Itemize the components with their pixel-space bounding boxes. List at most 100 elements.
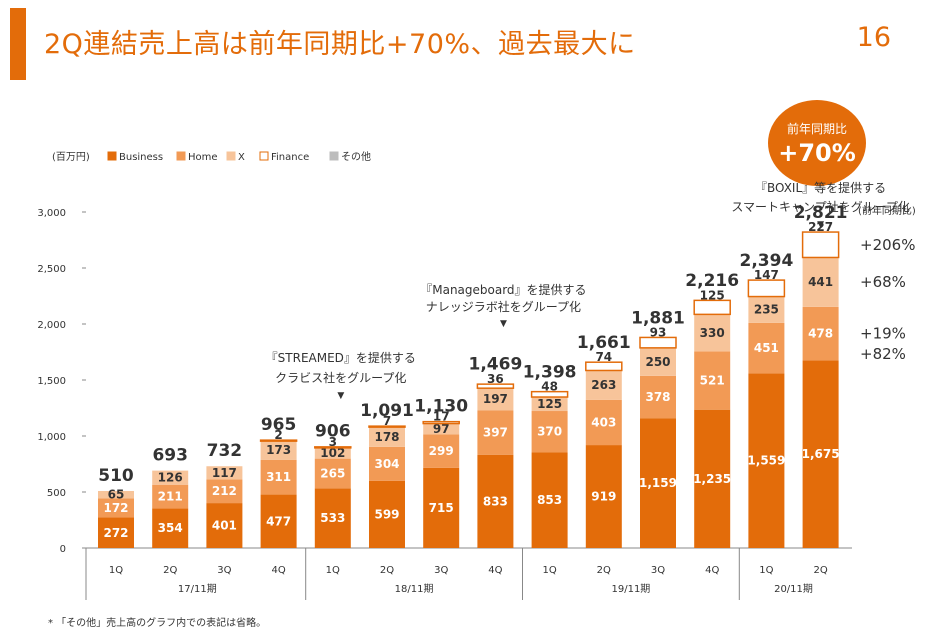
data-label-home: 478	[808, 327, 833, 341]
bar-x	[585, 370, 622, 400]
total-label: 2,394	[740, 251, 794, 271]
data-label-home: 265	[320, 466, 345, 480]
x-tick-label: 1Q	[326, 565, 340, 576]
title-accent-bar	[10, 8, 26, 80]
bar-home	[152, 484, 189, 509]
bar-business	[206, 503, 243, 548]
annotation-line2: スマートキャンプ社をグループ化	[731, 199, 910, 214]
bar-finance	[259, 439, 298, 442]
x-tick-label: 3Q	[217, 565, 231, 576]
bar-home	[748, 322, 785, 374]
data-label-finance: 74	[595, 350, 612, 364]
data-label-finance: 125	[700, 288, 725, 302]
total-label: 1,661	[577, 333, 631, 353]
data-label-home: 211	[158, 490, 183, 504]
bar-home	[531, 411, 568, 453]
bar-finance	[693, 299, 731, 316]
x-tick-label: 1Q	[759, 565, 773, 576]
data-label-home: 403	[591, 416, 616, 430]
bar-home	[585, 399, 622, 446]
data-label-business: 401	[212, 519, 237, 533]
group-label: 18/11期	[395, 583, 434, 595]
data-label-home: 521	[700, 374, 725, 388]
bar-x	[423, 423, 460, 435]
legend-swatch	[259, 151, 269, 161]
data-label-home: 311	[266, 470, 291, 484]
data-label-home: 299	[429, 444, 454, 458]
total-label: 965	[261, 415, 297, 435]
data-label-business: 853	[537, 493, 562, 507]
data-label-finance: 48	[541, 380, 558, 394]
data-label-x: 97	[433, 422, 450, 436]
annotation-line2: クラビス社をグループ化	[275, 370, 406, 385]
data-label-x: 102	[320, 446, 345, 460]
bar-x	[206, 466, 243, 480]
total-label: 906	[315, 422, 351, 442]
bar-x	[98, 490, 134, 499]
yoy-badge-label: 前年同期比	[786, 122, 847, 136]
annotation-marker: ▼	[337, 391, 344, 401]
yoy-rate-business: +82%	[860, 345, 906, 363]
data-label-x: 117	[212, 466, 237, 480]
data-label-business: 272	[103, 526, 128, 540]
annotation-marker: ▼	[500, 319, 507, 329]
data-label-finance: 227	[808, 220, 833, 234]
data-label-x: 65	[108, 488, 125, 502]
y-tick-label: 1,500	[37, 376, 66, 387]
bar-x	[694, 314, 731, 352]
data-label-home: 378	[645, 390, 670, 404]
y-tick-label: 500	[47, 488, 66, 499]
data-label-x: 126	[158, 471, 183, 485]
legend-label: Home	[188, 152, 218, 163]
data-label-business: 833	[483, 494, 508, 508]
data-label-finance: 93	[650, 325, 667, 339]
y-tick-label: 3,000	[37, 208, 66, 219]
bar-finance	[314, 446, 352, 449]
annotation-line1: 『BOXIL』等を提供する	[755, 180, 886, 195]
legend-label: X	[238, 152, 245, 163]
bar-business	[748, 373, 785, 548]
total-label: 693	[152, 445, 188, 465]
data-label-business: 354	[158, 521, 183, 535]
data-label-business: 715	[429, 501, 454, 515]
annotation-line1: 『Manageboard』を提供する	[420, 282, 586, 297]
bar-business	[531, 452, 568, 548]
yoy-rate-finance: +206%	[860, 236, 915, 254]
data-label-home: 451	[754, 341, 779, 355]
bar-business	[477, 454, 514, 548]
bar-finance	[801, 231, 840, 259]
data-label-finance: 17	[433, 410, 450, 424]
data-label-business: 599	[374, 507, 399, 521]
x-tick-label: 2Q	[163, 565, 177, 576]
bar-finance	[530, 390, 569, 398]
bar-home	[260, 459, 297, 495]
unit-label: (百万円)	[52, 151, 90, 163]
total-label: 1,398	[523, 362, 577, 382]
data-label-x: 330	[700, 326, 725, 340]
x-tick-label: 4Q	[705, 565, 719, 576]
data-label-home: 304	[374, 457, 399, 471]
data-label-business: 477	[266, 514, 291, 528]
bar-finance	[476, 383, 515, 389]
total-label: 2,216	[685, 271, 739, 291]
total-label: 2,821	[794, 203, 848, 223]
annotation-line1: 『STREAMED』を提供する	[266, 350, 416, 365]
x-tick-label: 3Q	[651, 565, 665, 576]
legend-swatch	[329, 151, 339, 161]
yoy-badge: 前年同期比 +70%	[768, 100, 866, 186]
bar-business	[152, 508, 189, 548]
bar-finance	[585, 361, 623, 372]
yoy-badge-value: +70%	[778, 139, 856, 167]
data-label-home: 212	[212, 484, 237, 498]
data-label-x: 197	[483, 392, 508, 406]
data-label-x: 250	[645, 355, 670, 369]
legend-label: Business	[119, 152, 163, 163]
group-label: 19/11期	[611, 583, 650, 595]
bar-x	[640, 347, 676, 376]
bar-finance	[422, 420, 460, 425]
bar-business	[260, 494, 297, 548]
data-label-x: 173	[266, 443, 291, 457]
page-number: 16	[856, 22, 891, 53]
bar-x	[477, 388, 514, 411]
bar-x	[748, 296, 785, 323]
